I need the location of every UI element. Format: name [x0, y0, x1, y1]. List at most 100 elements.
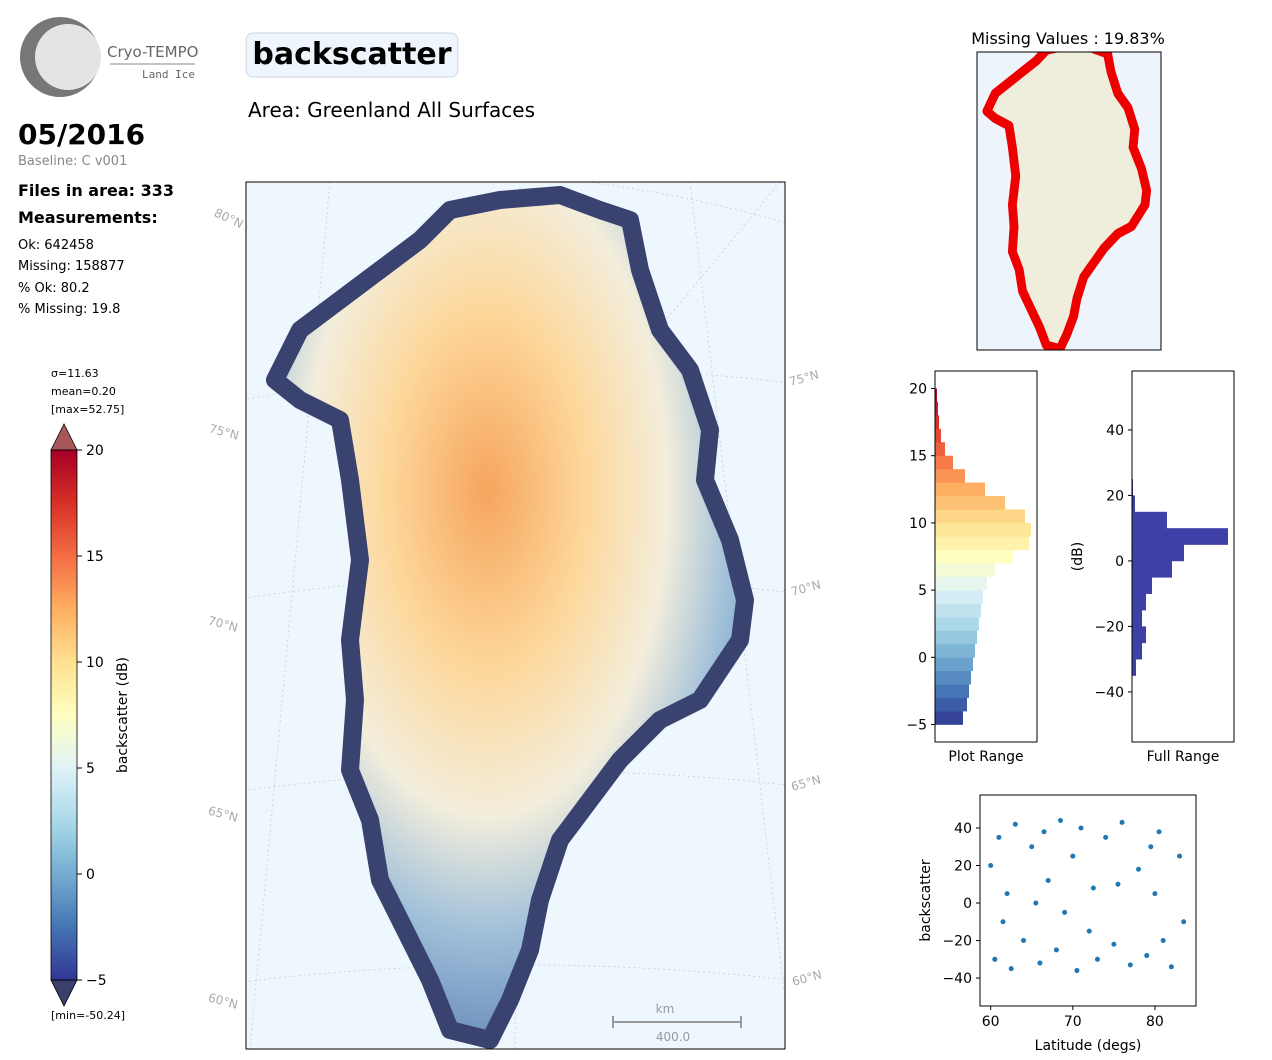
y-tick-label: 0: [963, 896, 972, 912]
x-axis-label: Latitude (degs): [1035, 1038, 1142, 1054]
scatter-point: [1144, 953, 1150, 959]
scatter-point: [1160, 938, 1166, 944]
y-axis-label: backscatter: [918, 859, 934, 941]
histogram-bar: [1132, 626, 1146, 644]
scatter-point: [1181, 919, 1187, 925]
scale-label: 400.0: [656, 1030, 690, 1044]
y-tick-label: 40: [954, 821, 972, 837]
scatter-point: [1156, 829, 1162, 835]
scatter-point: [1152, 891, 1158, 897]
histogram-bar: [935, 697, 967, 712]
title-box: [245, 32, 459, 78]
main-map: km 400.0: [245, 181, 786, 1050]
scatter-point: [1008, 966, 1014, 972]
y-tick-label: 40: [1106, 423, 1124, 439]
y-tick-label: −5: [86, 973, 107, 989]
histogram-bar: [1132, 593, 1146, 611]
y-axis-label: (dB): [1070, 542, 1086, 571]
scatter-point: [1021, 938, 1027, 944]
y-tick-label: 20: [1106, 488, 1124, 504]
logo-name: Cryo-TEMPO: [107, 43, 198, 61]
histogram-bar: [935, 630, 977, 645]
scatter-point: [1086, 928, 1092, 934]
y-tick-label: −5: [906, 718, 927, 734]
date: 05/2016: [18, 118, 145, 151]
histogram-bar: [935, 401, 938, 416]
histogram-bar: [1132, 659, 1136, 676]
y-tick-label: −40: [1094, 685, 1124, 701]
y-tick-label: 0: [86, 867, 95, 883]
lat-label: 75°N: [788, 367, 821, 388]
histogram-bar: [935, 670, 971, 685]
scatter-point: [1074, 968, 1080, 974]
y-tick-label: 10: [909, 516, 927, 532]
axes-frame: [934, 370, 1038, 743]
lat-label: 65°N: [790, 772, 823, 793]
colorbar-extend-low: [50, 979, 78, 1007]
logo-subtitle: Land Ice: [142, 68, 195, 81]
histogram-bar: [935, 711, 963, 725]
scatter-point: [1127, 962, 1133, 968]
scatter-point: [1033, 900, 1039, 906]
histogram-bar: [935, 522, 1031, 537]
stat-annotation: mean=0.20: [51, 385, 116, 398]
lat-label: 80°N: [212, 206, 245, 231]
logo: Cryo-TEMPO Land Ice: [20, 17, 198, 97]
missing-map-title: Missing Values : 19.83%: [971, 29, 1165, 48]
scatter-point: [996, 834, 1002, 840]
histogram-bar: [935, 590, 983, 604]
y-tick-label: −20: [1094, 619, 1124, 635]
lat-label: 70°N: [790, 577, 823, 598]
area-label: Area: Greenland All Surfaces: [248, 98, 535, 122]
histogram-bar: [1132, 642, 1142, 660]
scatter-point: [1062, 909, 1068, 915]
histogram-bar: [1132, 610, 1142, 627]
histogram-bar: [935, 455, 953, 470]
measurements: Measurements:: [18, 208, 158, 227]
lat-label: 75°N: [208, 421, 241, 442]
x-axis-label: Full Range: [1147, 749, 1220, 765]
y-tick-label: −40: [942, 971, 972, 987]
x-axis-label: Plot Range: [948, 749, 1023, 765]
graticule: [246, 964, 785, 982]
histogram-bar: [1132, 528, 1228, 545]
scatter-point: [1168, 964, 1174, 970]
stat-annotation: σ=11.63: [51, 367, 99, 380]
files: Files in area: 333: [18, 181, 174, 200]
y-tick-label: 15: [86, 549, 104, 565]
histogram-bar: [935, 482, 985, 497]
y-tick-label: 0: [918, 650, 927, 666]
scatter-point: [1094, 956, 1100, 962]
x-tick-label: 70: [1064, 1014, 1082, 1030]
stat-pct-missing: % Missing: 19.8: [18, 302, 120, 317]
y-tick-label: 5: [86, 761, 95, 777]
scatter-point: [1057, 818, 1063, 824]
histogram-bar: [935, 576, 987, 591]
histogram-bar: [1132, 511, 1167, 529]
x-tick-label: 80: [1146, 1014, 1164, 1030]
histogram-bar: [935, 469, 965, 483]
scatter-point: [1029, 844, 1035, 850]
scatter-point: [1090, 885, 1096, 891]
y-tick-label: 20: [86, 443, 104, 459]
lat-label: 60°N: [207, 990, 240, 1011]
stat-annotation: [max=52.75]: [51, 403, 124, 416]
y-tick-label: 10: [86, 655, 104, 671]
x-tick-label: 60: [982, 1014, 1000, 1030]
scatter-point: [1103, 834, 1109, 840]
histogram-bar: [935, 536, 1029, 551]
histogram-bar: [1132, 560, 1172, 578]
histogram-bar: [935, 657, 973, 672]
histogram-bar: [935, 415, 939, 430]
scatter-point: [1037, 960, 1043, 966]
scatter-point: [1053, 947, 1059, 953]
scatter-point: [1148, 844, 1154, 850]
y-tick-label: 15: [909, 449, 927, 465]
scatter-point: [1004, 891, 1010, 897]
stat-pct-ok: % Ok: 80.2: [18, 281, 90, 296]
title: backscatter: [252, 37, 451, 72]
lat-label: 70°N: [207, 613, 240, 634]
histogram-bar: [935, 428, 941, 443]
histogram-bar: [935, 496, 1005, 510]
colorbar-extend-high: [50, 423, 78, 451]
